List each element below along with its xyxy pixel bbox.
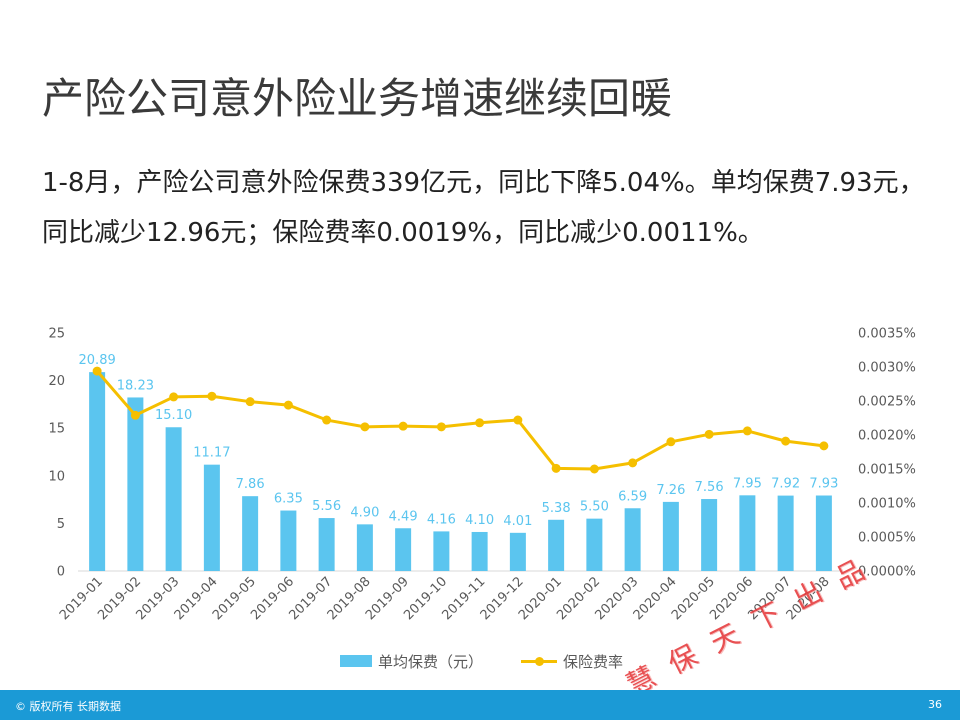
left-axis-tick-label: 25	[48, 327, 65, 342]
bar-2019-08	[356, 524, 373, 571]
left-axis-tick-label: 0	[57, 565, 65, 580]
bar-data-label: 5.38	[542, 501, 571, 516]
right-axis-tick-label: 0.0035%	[858, 327, 916, 342]
bar-2019-06	[280, 510, 297, 571]
bar-2019-03	[165, 427, 182, 571]
bar-data-label: 7.92	[771, 477, 800, 492]
rate-point-2019-06	[283, 400, 293, 410]
bar-data-label: 5.50	[580, 500, 609, 515]
bar-data-label: 4.01	[503, 514, 532, 529]
rate-point-2019-11	[475, 418, 485, 428]
rate-point-2019-02	[130, 410, 140, 420]
bar-2020-05	[701, 499, 718, 571]
right-axis-tick-label: 0.0020%	[858, 429, 916, 444]
bar-data-label: 7.95	[733, 476, 762, 491]
bar-2019-11	[471, 531, 488, 571]
left-axis-tick-label: 20	[48, 374, 65, 389]
summary-line-1: 1-8月，产险公司意外险保费339亿元，同比下降5.04%。单均保费7.93元，	[42, 168, 925, 198]
bar-data-label: 6.59	[618, 489, 647, 504]
line-series	[92, 366, 829, 474]
bar-data-label: 5.56	[312, 499, 341, 514]
bar-data-label: 15.10	[155, 408, 192, 423]
left-axis-tick-label: 10	[48, 469, 65, 484]
legend-item-premium: 单均保费（元）	[340, 651, 483, 672]
bar-data-label: 20.89	[79, 353, 116, 368]
rate-point-2019-04	[207, 391, 217, 401]
legend-label-premium: 单均保费（元）	[378, 652, 484, 671]
rate-point-2019-07	[322, 415, 332, 425]
footer-copyright: © 版权所有 长期数据	[15, 700, 121, 713]
slide-title: 产险公司意外险业务增速继续回暖	[42, 74, 673, 123]
rate-point-2019-05	[245, 397, 255, 407]
bar-data-label: 4.90	[350, 505, 379, 520]
rate-point-2019-09	[398, 421, 408, 431]
rate-point-2020-02	[589, 464, 599, 474]
bar-data-label: 4.10	[465, 513, 494, 528]
legend-label-rate: 保险费率	[563, 652, 624, 671]
legend-bar-swatch	[340, 655, 372, 667]
bar-2019-10	[433, 531, 450, 571]
footer-bar: © 版权所有 长期数据 36	[0, 690, 960, 720]
bar-2019-05	[242, 496, 259, 571]
legend-item-rate: 保险费率	[521, 651, 623, 672]
bar-2020-08	[815, 495, 832, 571]
bar-2020-07	[777, 495, 794, 571]
bar-data-label: 18.23	[117, 378, 154, 393]
bar-2019-01	[89, 372, 106, 571]
bar-data-label: 11.17	[193, 446, 230, 461]
legend-line-swatch	[521, 656, 558, 666]
bar-series	[89, 372, 832, 571]
legend-line-marker	[535, 656, 545, 666]
bar-2019-12	[509, 532, 526, 571]
bar-2020-03	[624, 508, 641, 571]
right-axis-tick-label: 0.0010%	[858, 497, 916, 512]
left-axis-tick-label: 5	[57, 517, 65, 532]
rate-line	[95, 370, 825, 471]
rate-point-2020-05	[704, 429, 714, 439]
right-axis-tick-label: 0.0030%	[858, 361, 916, 376]
bar-data-label: 7.86	[236, 477, 265, 492]
rate-point-2020-07	[781, 436, 791, 446]
right-axis-tick-label: 0.0025%	[858, 395, 916, 410]
bar-data-label: 6.35	[274, 492, 303, 507]
bar-2020-06	[739, 495, 756, 571]
left-axis-ticks: 0 5 10 15 20 25	[48, 327, 65, 580]
x-axis-labels: 2019-012019-022019-032019-042019-052019-…	[57, 574, 833, 623]
bar-data-label: 7.93	[809, 477, 838, 492]
bar-2019-02	[127, 397, 144, 571]
bar-data-label: 4.49	[389, 509, 418, 524]
right-axis-ticks: 0.0000% 0.0005% 0.0010% 0.0015% 0.0020% 0.002…	[858, 327, 916, 580]
rate-point-2019-12	[513, 415, 523, 425]
rate-point-2020-08	[819, 441, 829, 451]
rate-point-2019-08	[360, 422, 370, 432]
rate-point-2019-10	[436, 422, 446, 432]
bar-2019-04	[203, 464, 220, 571]
summary-paragraph: 1-8月，产险公司意外险保费339亿元，同比下降5.04%。单均保费7.93元，…	[42, 158, 925, 258]
chart-legend: 单均保费（元） 保险费率	[340, 650, 661, 672]
bar-data-label: 7.26	[656, 483, 685, 498]
rate-point-2020-06	[742, 426, 752, 436]
rate-point-2020-01	[551, 463, 561, 473]
left-axis-tick-label: 15	[48, 422, 65, 437]
bar-2019-09	[395, 528, 412, 571]
rate-point-2019-03	[169, 392, 179, 402]
bar-2020-01	[548, 519, 565, 571]
bar-2020-02	[586, 518, 603, 571]
bar-2019-07	[318, 518, 335, 571]
page-number: 36	[928, 698, 942, 711]
right-axis-tick-label: 0.0005%	[858, 531, 916, 546]
rate-point-2019-01	[92, 366, 102, 376]
right-axis-tick-label: 0.0000%	[858, 565, 916, 580]
bar-data-label: 4.16	[427, 512, 456, 527]
bar-2020-04	[662, 501, 679, 571]
rate-point-2020-03	[628, 458, 638, 468]
bar-data-label: 7.56	[695, 480, 724, 495]
right-axis-tick-label: 0.0015%	[858, 463, 916, 478]
rate-point-2020-04	[666, 437, 676, 447]
summary-line-2: 同比减少12.96元；保险费率0.0019%，同比减少0.0011%。	[42, 218, 764, 248]
